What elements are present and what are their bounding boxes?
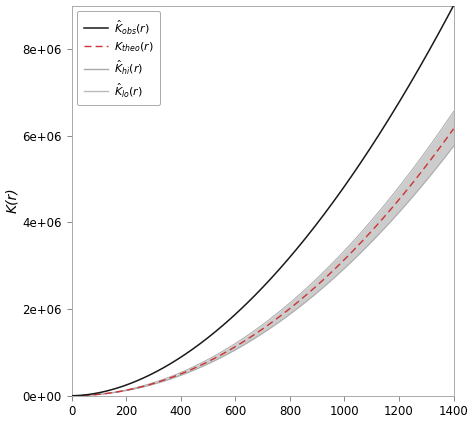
Legend: $\hat{K}_{obs}(r)$, $K_{theo}(r)$, $\hat{K}_{hi}(r)$, $\hat{K}_{lo}(r)$: $\hat{K}_{obs}(r)$, $K_{theo}(r)$, $\hat… [77,11,160,105]
Y-axis label: K(r): K(r) [6,188,19,213]
